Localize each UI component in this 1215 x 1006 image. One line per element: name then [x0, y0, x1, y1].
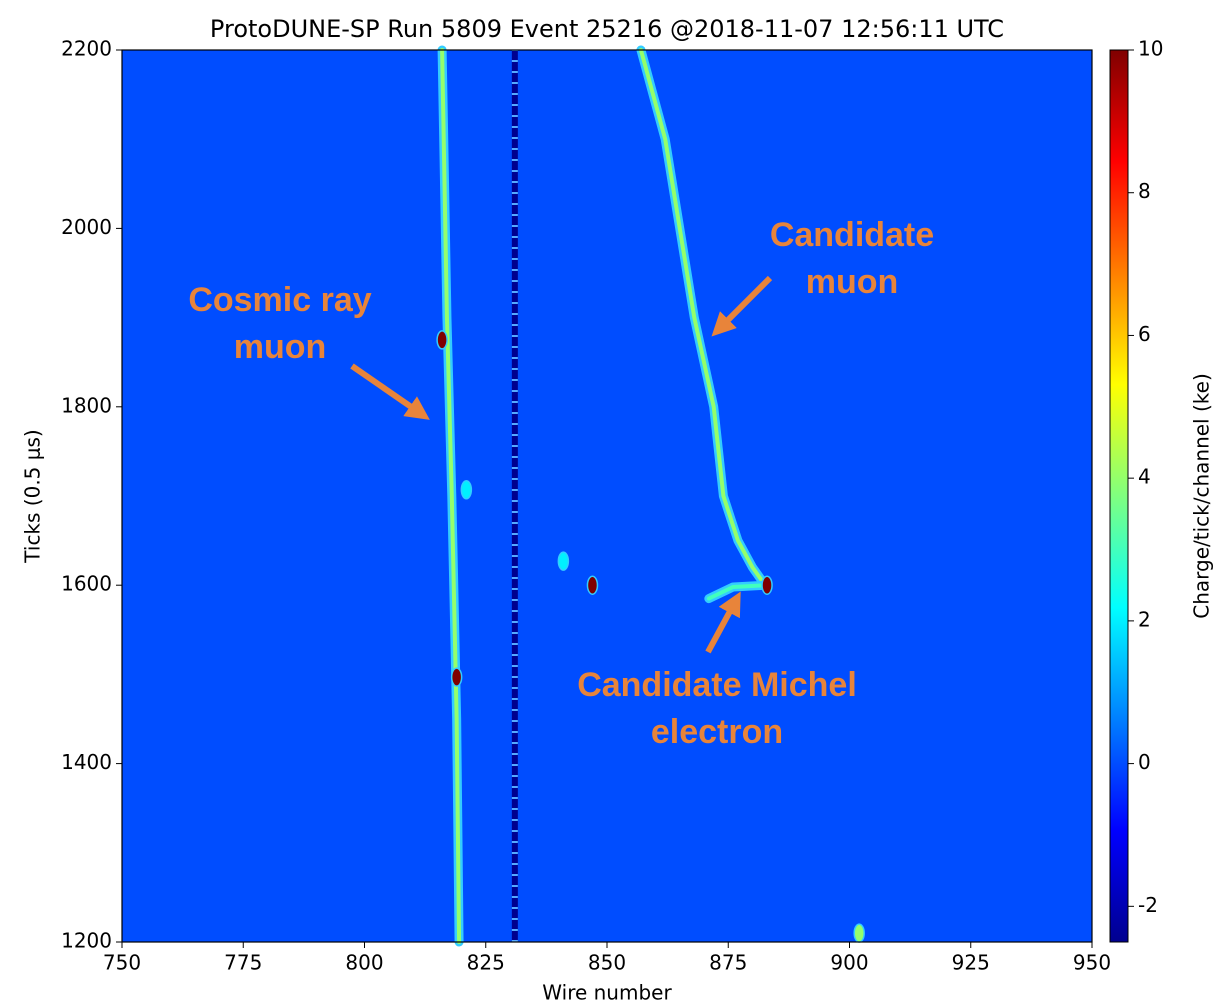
y-tick-label: 1800: [61, 393, 112, 417]
annotation: muon: [806, 263, 899, 301]
y-tick-label: 1400: [61, 750, 112, 774]
colorbar-tick-label: 0: [1138, 750, 1151, 774]
hit: [557, 551, 570, 571]
x-tick-label: 900: [830, 951, 868, 975]
colorbar-label: Charge/tick/channel (ke): [1190, 373, 1214, 619]
colorbar-tick-label: 6: [1138, 322, 1151, 346]
annotation: electron: [651, 713, 783, 751]
colorbar-tick-label: -2: [1138, 893, 1158, 917]
y-tick-label: 1600: [61, 572, 112, 596]
hit: [450, 667, 463, 687]
x-tick-label: 875: [709, 951, 747, 975]
y-tick-label: 1200: [61, 929, 112, 953]
annotation: Candidate Michel: [577, 666, 857, 704]
colorbar-tick-label: 10: [1138, 37, 1163, 61]
colorbar-tick-label: 4: [1138, 465, 1151, 489]
track: [440, 48, 462, 944]
x-tick-label: 825: [467, 951, 505, 975]
hit: [460, 480, 473, 500]
annotation-arrow: [350, 363, 430, 420]
annotation-arrow: [705, 591, 741, 654]
colorbar-tick-label: 2: [1138, 607, 1151, 631]
annotation: Candidate: [770, 216, 934, 254]
colorbar: [1109, 49, 1129, 943]
annotation: Cosmic ray: [188, 281, 371, 319]
track: [706, 583, 770, 601]
x-tick-label: 750: [103, 951, 141, 975]
hit: [761, 575, 773, 595]
colorbar-tick-label: 8: [1138, 179, 1151, 203]
x-tick-label: 775: [224, 951, 262, 975]
annotation-arrow: [711, 275, 773, 337]
y-axis-label: Ticks (0.5 μs): [21, 429, 45, 563]
chart-title: ProtoDUNE-SP Run 5809 Event 25216 @2018-…: [210, 15, 1004, 43]
x-axis-label: Wire number: [542, 981, 672, 1005]
hit: [586, 575, 599, 595]
x-tick-label: 800: [345, 951, 383, 975]
x-tick-label: 925: [952, 951, 990, 975]
annotation: muon: [234, 328, 327, 366]
y-tick-label: 2200: [61, 37, 112, 61]
hit: [436, 330, 448, 350]
plot-background: [122, 50, 1092, 942]
hit: [853, 923, 865, 943]
y-tick-label: 2000: [61, 215, 112, 239]
x-tick-label: 850: [588, 951, 626, 975]
x-tick-label: 950: [1073, 951, 1111, 975]
track: [638, 48, 770, 590]
